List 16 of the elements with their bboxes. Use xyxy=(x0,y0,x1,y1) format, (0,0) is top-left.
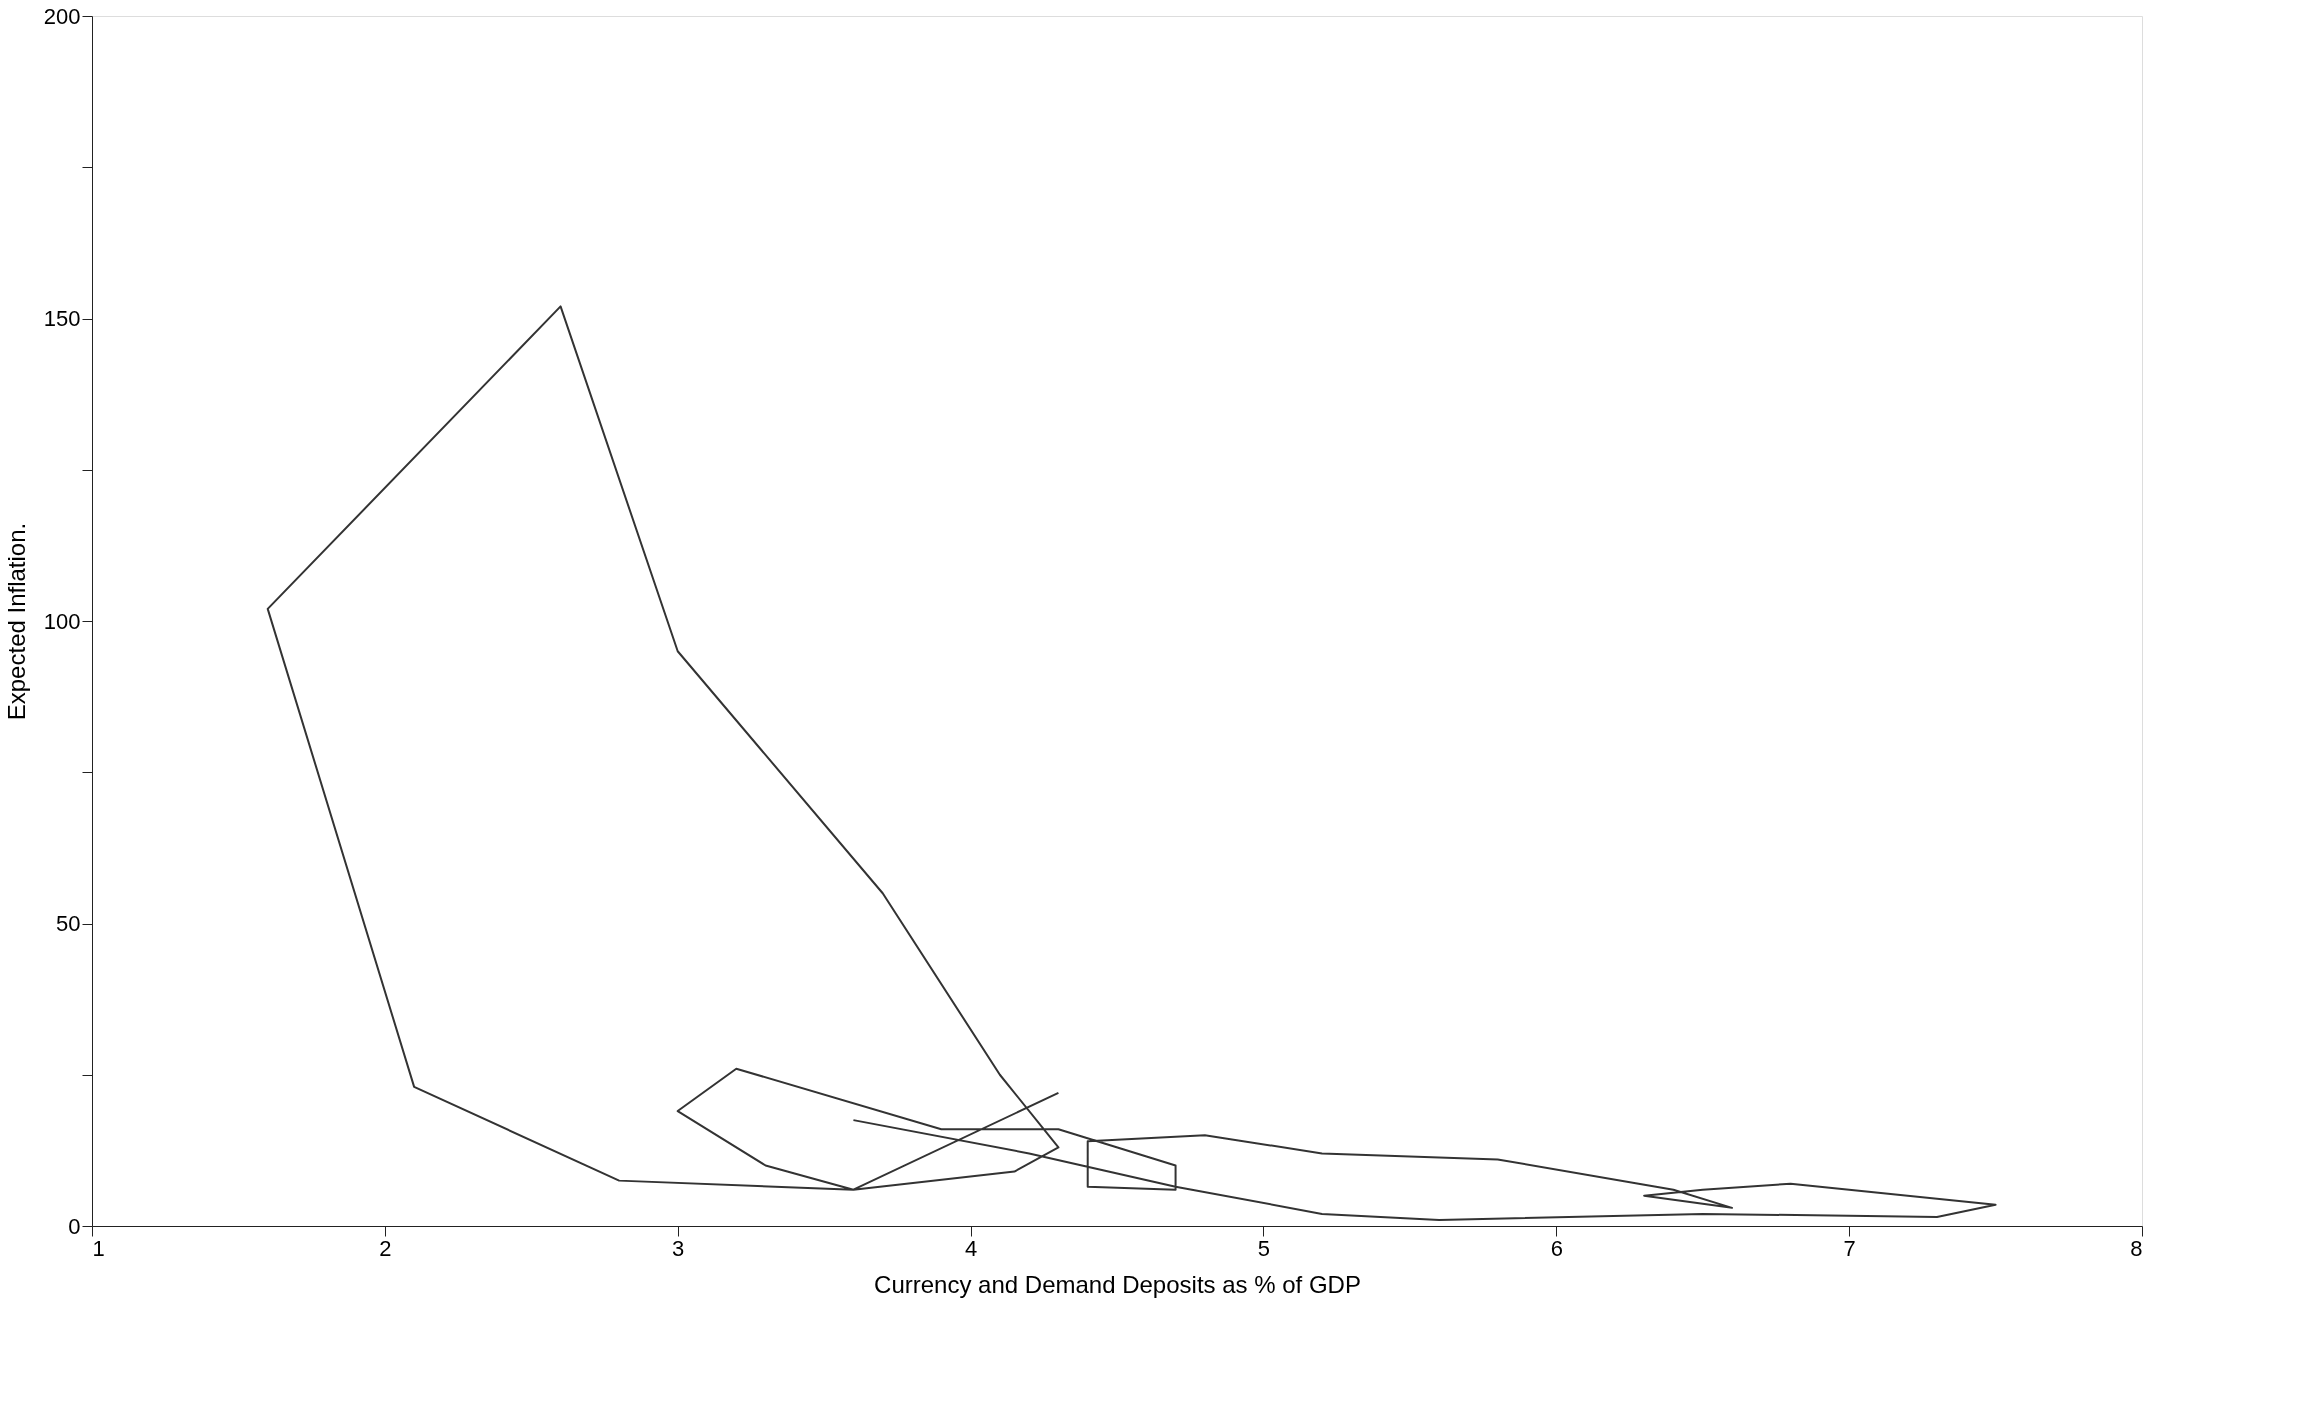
x-tick-label: 5 xyxy=(1257,1235,1271,1261)
x-tick-label: 6 xyxy=(1550,1235,1563,1261)
y-tick-label: 200 xyxy=(43,3,81,29)
x-axis-title: Currency and Demand Deposits as % of GDP xyxy=(874,1270,1361,1298)
x-tick-label: 2 xyxy=(379,1235,392,1261)
y-tick-label: 0 xyxy=(68,1213,81,1239)
y-tick-label: 50 xyxy=(56,911,81,936)
line-series xyxy=(266,305,1997,1221)
y-tick-label: 100 xyxy=(43,608,81,634)
x-tick-label: 1 xyxy=(92,1235,105,1261)
y-tick-label: 150 xyxy=(43,306,81,331)
x-tick-label: 7 xyxy=(1843,1235,1856,1261)
y-axis-title: Expected Inflation. xyxy=(2,522,30,721)
x-tick-label: 4 xyxy=(964,1235,978,1261)
x-tick-label: 3 xyxy=(672,1235,685,1261)
x-tick-label: 8 xyxy=(2130,1235,2143,1261)
